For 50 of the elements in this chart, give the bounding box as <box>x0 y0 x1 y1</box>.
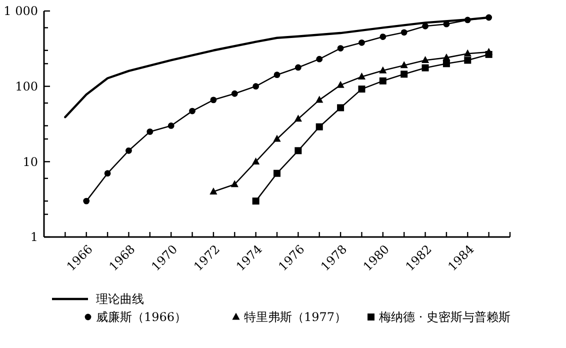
point <box>380 34 386 40</box>
point <box>358 39 365 46</box>
point <box>168 122 174 129</box>
point <box>273 134 281 142</box>
point <box>442 60 450 68</box>
point <box>252 157 260 164</box>
point <box>231 90 238 97</box>
point <box>294 114 302 122</box>
point <box>316 96 324 103</box>
point <box>104 170 111 177</box>
point <box>230 180 238 188</box>
point <box>464 49 472 56</box>
point <box>210 96 217 104</box>
point <box>252 83 260 90</box>
point <box>358 72 366 80</box>
point <box>337 45 344 52</box>
y-tick-label: 100 <box>15 80 38 94</box>
point <box>316 56 323 62</box>
point <box>337 104 344 112</box>
point <box>485 48 493 55</box>
point <box>422 22 428 30</box>
legend-label: 理论曲线 <box>96 292 144 306</box>
point <box>400 61 408 68</box>
y-tick-label: 1 <box>30 230 38 244</box>
point <box>294 64 302 71</box>
point <box>400 29 408 36</box>
y-tick-label: 1 000 <box>4 4 38 18</box>
point <box>274 72 280 78</box>
point <box>316 123 323 130</box>
point <box>146 128 154 135</box>
point <box>189 108 196 114</box>
point <box>379 77 386 84</box>
point <box>274 170 280 177</box>
point <box>421 56 430 64</box>
point <box>210 187 218 194</box>
point <box>442 53 450 60</box>
point <box>294 147 302 154</box>
point <box>83 198 90 204</box>
point <box>422 64 429 72</box>
y-tick-label: 10 <box>22 154 38 169</box>
point <box>464 56 472 64</box>
point <box>358 86 366 93</box>
point <box>126 147 132 154</box>
point <box>252 198 260 205</box>
legend-label: 特里弗斯（1977） <box>244 310 347 324</box>
legend-label: 梅纳德 · 史密斯与普赖斯 <box>378 310 510 324</box>
legend-label: 威廉斯（1966） <box>96 310 187 324</box>
point <box>336 80 344 88</box>
point <box>400 70 408 78</box>
point <box>379 66 387 74</box>
